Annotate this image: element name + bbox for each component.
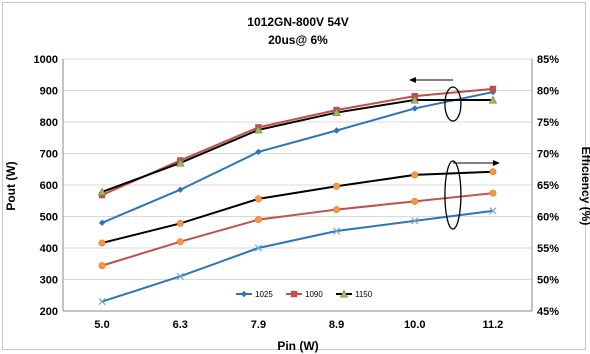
data-point-x [176,272,184,280]
series-line-efficiency-1090 [101,192,494,267]
data-point-diamond [255,148,262,156]
series-markers [97,85,498,306]
y-tick-label: 600 [40,180,58,192]
x-tick-label: 7.9 [251,319,266,331]
data-point-triangle [410,95,419,104]
data-point-diamond [333,127,340,134]
y2-tick-label: 85% [537,54,559,66]
data-point-x [489,207,497,215]
data-point-circle [489,189,497,197]
y2-tick-label: 75% [537,117,559,129]
y2-axis-label: Efficiency (%) [579,147,590,226]
series-line-efficiency-1150 [101,170,493,244]
series-line-pout-1025 [101,91,494,224]
data-point-x-stroke [489,207,497,215]
data-point-triangle [97,187,107,196]
y-tick-label: 200 [40,306,58,318]
data-point-circle [254,216,262,224]
gridlines [63,58,532,312]
y2-tick-label: 80% [537,86,559,98]
data-point-circle [333,182,341,190]
y-tick-label: 500 [40,212,58,224]
chart-title: 1012GN-800V 54V [247,15,348,29]
data-point-x [98,297,106,306]
data-point-circle [176,238,184,246]
right-axis-arrowhead [492,160,500,166]
data-point-circle [98,262,106,270]
data-point-x-stroke [254,244,263,252]
data-point-x-stroke [176,272,184,280]
x-tick-label: 8.9 [329,319,344,331]
data-point-x-stroke [332,227,341,235]
axes [62,59,533,312]
data-point-triangle [339,289,349,298]
data-point-square [290,290,298,298]
data-point-triangle [488,95,498,104]
y2-tick-label: 55% [537,243,559,255]
y2-tick-label: 45% [537,306,559,318]
y-tick-label: 300 [40,275,58,287]
legend-label: 1025 [255,290,273,299]
y2-tick-label: 65% [537,180,559,192]
data-point-triangle [332,108,341,117]
data-point-x [254,244,263,252]
data-point-diamond [177,186,184,193]
tick-labels: 200 300 400 500 600 700 800 900 1000 45% 50% 55% 60%… [34,54,560,331]
data-point-diamond [98,219,106,226]
data-point-circle [333,206,341,214]
data-point-square [489,85,497,93]
series-lines [101,87,494,303]
x-tick-label: 5.0 [94,319,109,331]
legend-label: 1090 [305,290,323,299]
data-point-circle [176,219,184,227]
y-tick-label: 400 [40,243,58,255]
y2-tick-label: 60% [537,212,559,224]
data-point-x [411,217,419,225]
x-axis-label: Pin (W) [277,339,318,353]
chart-subtitle: 20us@ 6% [268,33,328,47]
y-tick-label: 700 [40,149,58,161]
data-point-triangle [254,125,263,134]
legend: 1025 1090 1150 [236,289,373,299]
x-tick-label: 11.2 [483,319,504,331]
data-point-circle [98,239,106,247]
data-point-circle [411,171,419,179]
data-point-circle [489,168,497,176]
y2-tick-label: 70% [537,149,559,161]
y-tick-label: 1000 [34,54,58,66]
x-tick-label: 10.0 [404,319,425,331]
data-point-x-stroke [411,217,419,225]
data-point-triangle [176,158,185,167]
data-point-x-stroke [98,297,106,306]
series-line-pout-1090 [101,87,494,196]
y-tick-label: 900 [40,86,58,98]
annotations [408,77,500,230]
x-tick-label: 6.3 [173,319,188,331]
data-point-diamond [411,105,418,112]
data-point-circle [411,197,419,205]
series-line-pout-1150 [101,98,493,193]
y-axis-label: Pout (W) [4,161,18,210]
legend-label: 1150 [355,290,373,299]
y2-tick-label: 50% [537,275,559,287]
data-point-diamond [240,290,248,298]
efficiency-group-ellipse [444,160,462,230]
series-line-efficiency-1025 [101,209,494,303]
pout-group-ellipse [444,86,462,122]
left-axis-arrowhead [408,77,416,83]
y-tick-label: 800 [40,117,58,129]
data-point-circle [254,195,262,203]
data-point-x [332,227,341,235]
